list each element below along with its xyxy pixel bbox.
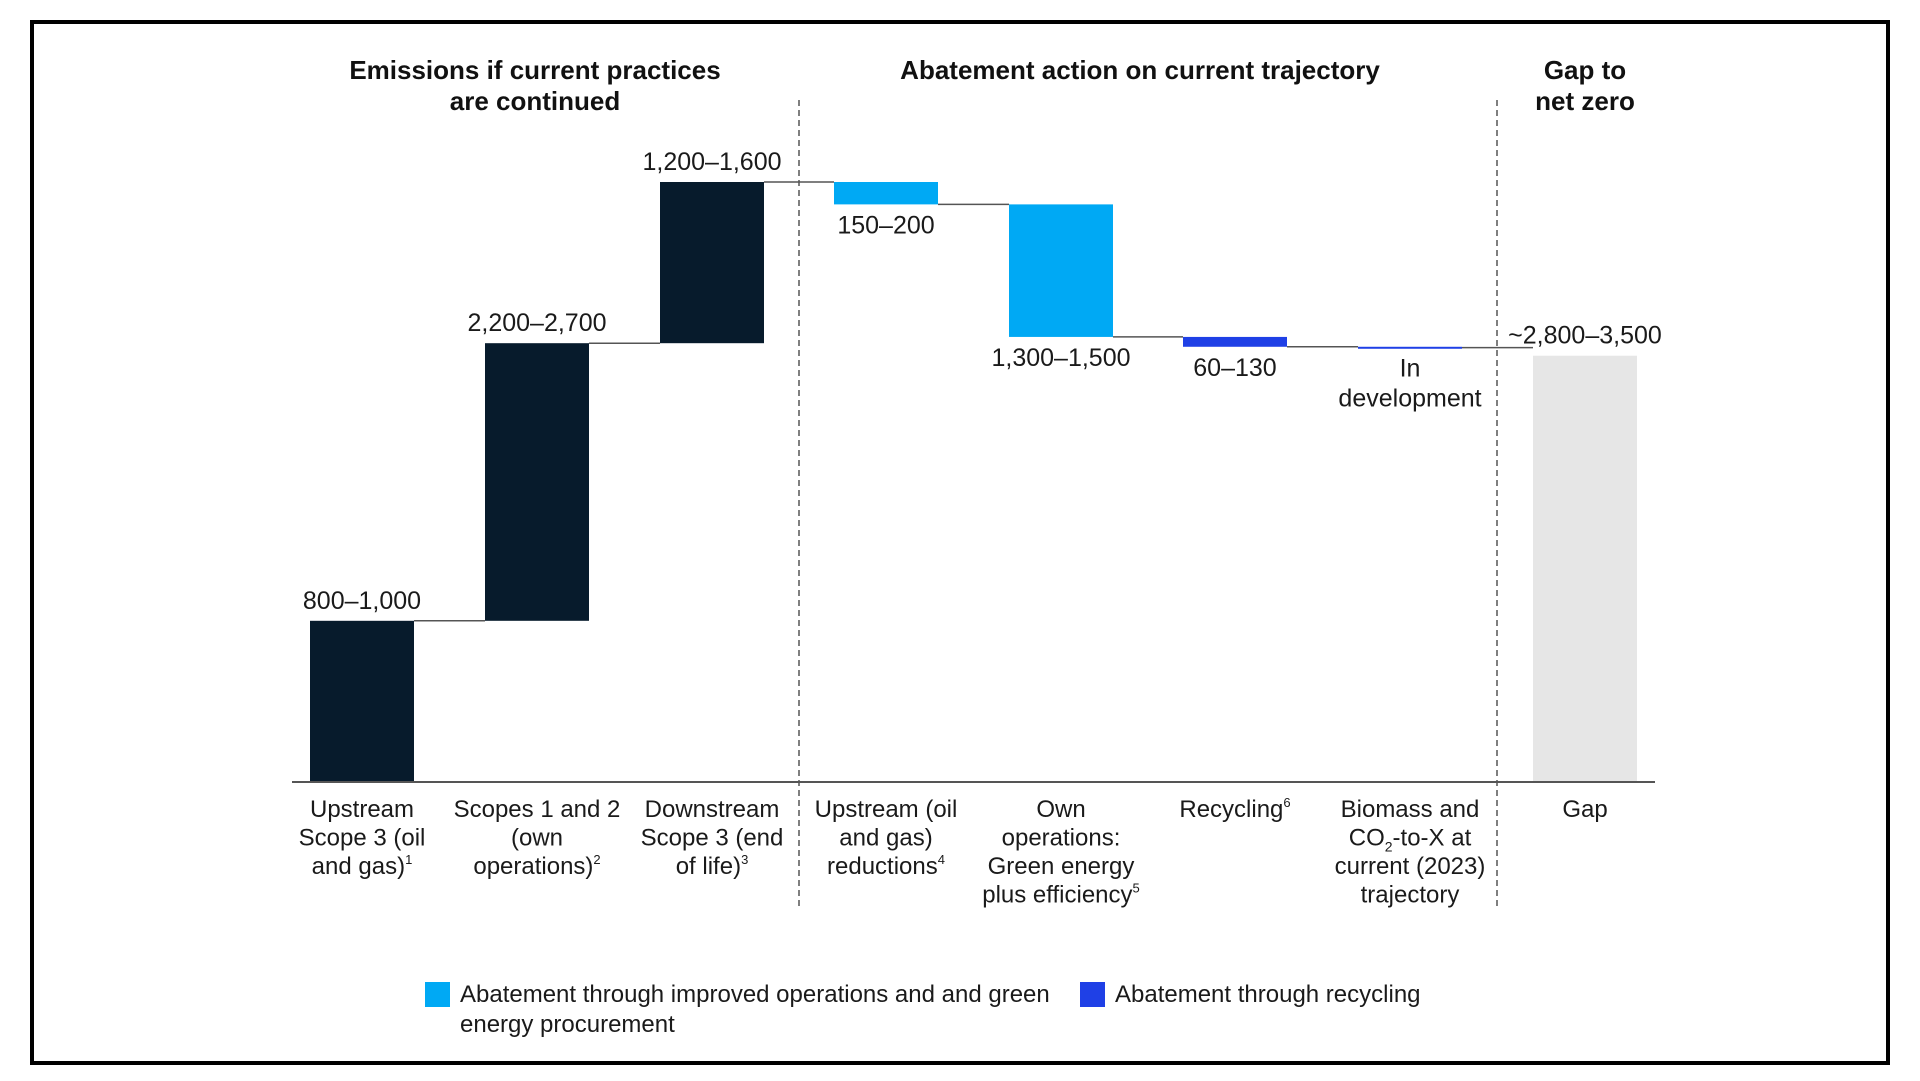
bar-4: [834, 182, 938, 205]
category-label-6: Recycling6: [1179, 795, 1290, 823]
section-dividers: [798, 100, 1498, 910]
step-connectors: [414, 181, 1533, 622]
value-labels: 800–1,000 2,200–2,700 1,200–1,600 150–200 1,…: [303, 148, 1662, 615]
category-label-7: Biomass and CO2-to-X at current (2023) traj…: [1335, 796, 1486, 909]
legend-text-recycling: Abatement through recycling: [1115, 981, 1421, 1008]
legend-swatch-operations: [425, 982, 450, 1007]
value-label-2: 2,200–2,700: [467, 309, 606, 337]
bar-3: [660, 182, 764, 344]
legend-swatch-recycling: [1080, 982, 1105, 1007]
legend-text-operations: Abatement through improved operations an…: [460, 981, 1050, 1038]
bar-5: [1009, 204, 1113, 337]
value-label-7: In development: [1338, 355, 1481, 413]
value-label-6: 60–130: [1193, 354, 1276, 382]
category-label-4: Upstream (oil and gas) reductions4: [815, 796, 958, 880]
value-label-8: ~2,800–3,500: [1508, 322, 1662, 350]
section-title-1: Emissions if current practices are contin…: [349, 55, 720, 116]
value-label-1: 800–1,000: [303, 587, 421, 615]
category-labels: Upstream Scope 3 (oil and gas)1 Scopes 1 an…: [299, 795, 1608, 909]
value-label-3: 1,200–1,600: [642, 148, 781, 176]
category-label-2: Scopes 1 and 2 (own operations)2: [454, 796, 621, 880]
bar-1: [310, 620, 414, 782]
value-label-5: 1,300–1,500: [991, 344, 1130, 372]
value-label-4: 150–200: [837, 211, 934, 239]
category-label-1: Upstream Scope 3 (oil and gas)1: [299, 796, 426, 880]
section-title-3: Gap to net zero: [1535, 55, 1635, 116]
category-label-3: Downstream Scope 3 (end of life)3: [641, 796, 784, 880]
category-label-5: Own operations: Green energy plus efficienc…: [982, 796, 1140, 909]
chart-frame: [30, 20, 1890, 1065]
bar-2: [485, 343, 589, 621]
bars: [310, 182, 1637, 782]
bar-7: [1358, 346, 1462, 349]
section-titles: Emissions if current practices are contin…: [349, 55, 1635, 116]
category-label-8: Gap: [1562, 796, 1607, 823]
legend: Abatement through improved operations an…: [425, 981, 1421, 1038]
section-title-2: Abatement action on current trajectory: [900, 55, 1380, 85]
bar-8: [1533, 355, 1637, 782]
bar-6: [1183, 336, 1287, 347]
